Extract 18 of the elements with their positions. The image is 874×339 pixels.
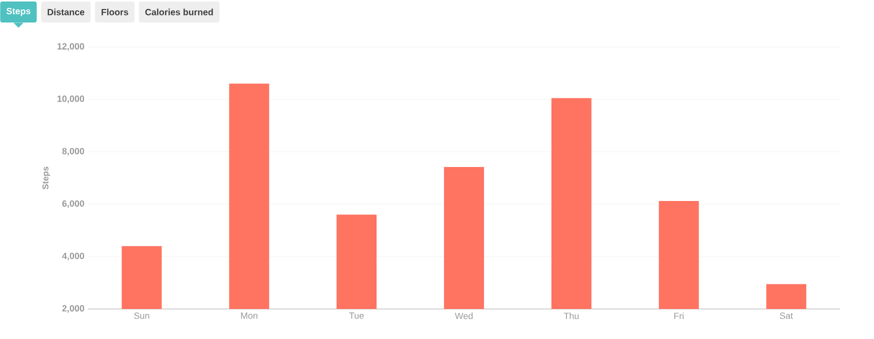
x-tick-label: Mon xyxy=(241,312,258,319)
x-tick-label: Wed xyxy=(454,312,473,320)
text: Floors xyxy=(102,8,128,16)
x-tick-label: Sat xyxy=(780,312,793,319)
x-tick-label: Thu xyxy=(564,312,579,320)
y-axis-title: Steps xyxy=(42,166,50,190)
x-tick-label: Fri xyxy=(674,312,684,320)
text: Distance xyxy=(48,8,84,16)
text: Steps xyxy=(6,8,30,16)
text: Calories burned xyxy=(145,8,213,16)
y-tick-label: 4,000 xyxy=(62,252,84,260)
y-tick-label: 6,000 xyxy=(62,200,84,208)
y-tick-label: 12,000 xyxy=(58,43,84,51)
x-tick-label: Tue xyxy=(349,312,364,319)
y-tick-label: 10,000 xyxy=(58,96,84,104)
x-tick-label: Sun xyxy=(134,312,150,319)
y-tick-label: 2,000 xyxy=(62,305,84,313)
y-tick-label: 8,000 xyxy=(62,148,84,156)
